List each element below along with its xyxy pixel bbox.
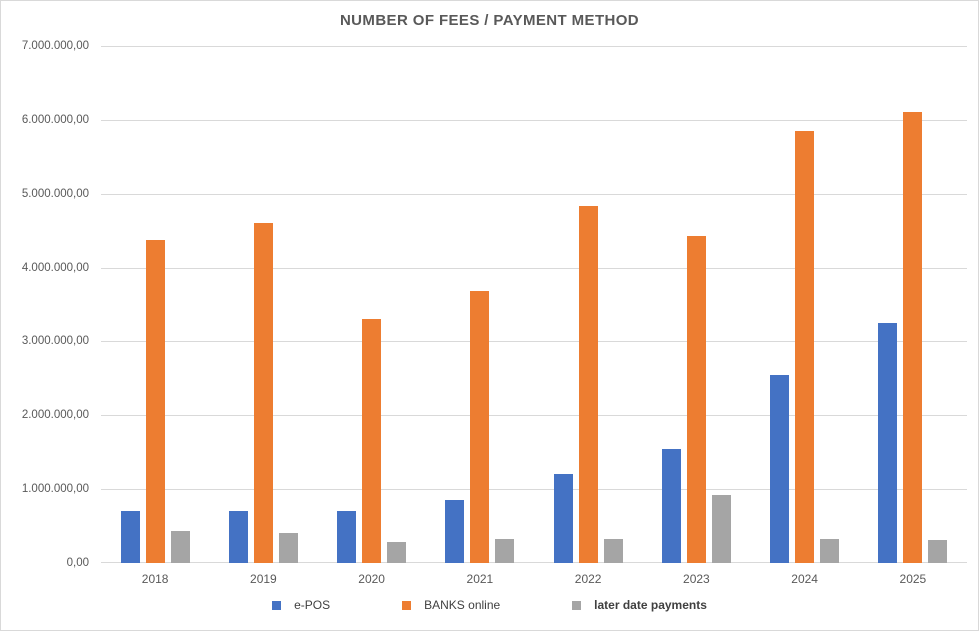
bar-banks-online-2021 bbox=[470, 291, 490, 563]
bar-later-date-payments-2019 bbox=[278, 533, 298, 563]
y-tick-label: 4.000.000,00 bbox=[21, 261, 89, 274]
bar-e-pos-2022 bbox=[553, 474, 573, 563]
bars-layer bbox=[101, 46, 967, 563]
legend-item-later-date-payments: later date payments bbox=[572, 598, 707, 612]
legend-label: BANKS online bbox=[424, 598, 501, 612]
x-tick-label-2021: 2021 bbox=[466, 572, 494, 586]
bar-group-2024 bbox=[751, 46, 859, 563]
y-tick-label: 3.000.000,00 bbox=[21, 335, 89, 348]
bar-e-pos-2018 bbox=[120, 511, 140, 563]
bar-group-2025 bbox=[859, 46, 967, 563]
gridline bbox=[101, 46, 967, 47]
x-tick-label-2023: 2023 bbox=[683, 572, 710, 586]
bar-later-date-payments-2020 bbox=[387, 542, 407, 563]
bar-e-pos-2021 bbox=[445, 500, 465, 563]
gridline bbox=[101, 267, 967, 269]
bar-banks-online-2019 bbox=[253, 223, 273, 563]
bar-banks-online-2020 bbox=[362, 319, 382, 563]
bar-later-date-payments-2021 bbox=[495, 538, 515, 563]
y-axis: 0,00 1.000.000,00 2.000.000,00 3.000.000,00… bbox=[1, 40, 89, 569]
x-axis: 2018 2019 2020 2021 2022 2023 2024 2025 bbox=[101, 572, 967, 586]
y-tick-label: 2.000.000,00 bbox=[21, 409, 89, 422]
y-tick-label: 7.000.000,00 bbox=[21, 40, 89, 52]
bar-later-date-payments-2023 bbox=[711, 495, 731, 563]
plot-area bbox=[101, 46, 967, 563]
bar-e-pos-2025 bbox=[878, 322, 898, 563]
bar-later-date-payments-2025 bbox=[928, 540, 948, 563]
bar-banks-online-2023 bbox=[686, 235, 706, 563]
bar-group-2019 bbox=[209, 46, 317, 563]
x-axis-baseline bbox=[101, 562, 967, 563]
bar-later-date-payments-2022 bbox=[603, 539, 623, 563]
bar-e-pos-2024 bbox=[770, 374, 790, 563]
x-tick-label-2022: 2022 bbox=[574, 572, 602, 586]
gridline bbox=[101, 489, 967, 491]
bar-e-pos-2023 bbox=[661, 448, 681, 563]
bar-e-pos-2019 bbox=[228, 510, 248, 563]
bar-group-2021 bbox=[426, 46, 534, 563]
bar-group-2022 bbox=[534, 46, 642, 563]
bar-banks-online-2024 bbox=[795, 130, 815, 563]
legend-label: later date payments bbox=[594, 598, 707, 612]
gridline bbox=[101, 193, 967, 195]
legend-label: e-POS bbox=[294, 598, 331, 612]
x-tick-label-2020: 2020 bbox=[358, 572, 385, 586]
x-tick-label-2024: 2024 bbox=[791, 572, 818, 586]
y-tick-label: 5.000.000,00 bbox=[21, 187, 89, 200]
legend-item-banks-online: BANKS online bbox=[402, 598, 500, 612]
y-tick-label: 6.000.000,00 bbox=[21, 113, 89, 126]
x-tick-label-2025: 2025 bbox=[899, 572, 927, 586]
bar-later-date-payments-2024 bbox=[820, 539, 840, 563]
gridline bbox=[101, 341, 967, 343]
x-tick-label-2018: 2018 bbox=[141, 572, 169, 586]
gridline bbox=[101, 119, 967, 121]
y-tick-label: 0,00 bbox=[66, 557, 89, 569]
bar-banks-online-2018 bbox=[145, 239, 165, 563]
bar-banks-online-2025 bbox=[903, 112, 923, 563]
legend: e-POS BANKS online later date payments bbox=[1, 598, 978, 612]
bar-group-2018 bbox=[101, 46, 209, 563]
bar-banks-online-2022 bbox=[578, 206, 598, 563]
x-tick-label-2019: 2019 bbox=[250, 572, 277, 586]
legend-swatch-icon bbox=[272, 600, 282, 610]
y-tick-label: 1.000.000,00 bbox=[21, 483, 89, 496]
bar-e-pos-2020 bbox=[337, 511, 357, 563]
bar-group-2023 bbox=[642, 46, 750, 563]
bar-later-date-payments-2018 bbox=[170, 531, 190, 563]
gridline bbox=[101, 415, 967, 417]
chart-title: NUMBER OF FEES / PAYMENT METHOD bbox=[339, 12, 640, 29]
legend-item-e-pos: e-POS bbox=[272, 598, 330, 612]
legend-swatch-icon bbox=[572, 600, 582, 610]
legend-swatch-icon bbox=[402, 600, 412, 610]
bar-group-2020 bbox=[318, 46, 426, 563]
